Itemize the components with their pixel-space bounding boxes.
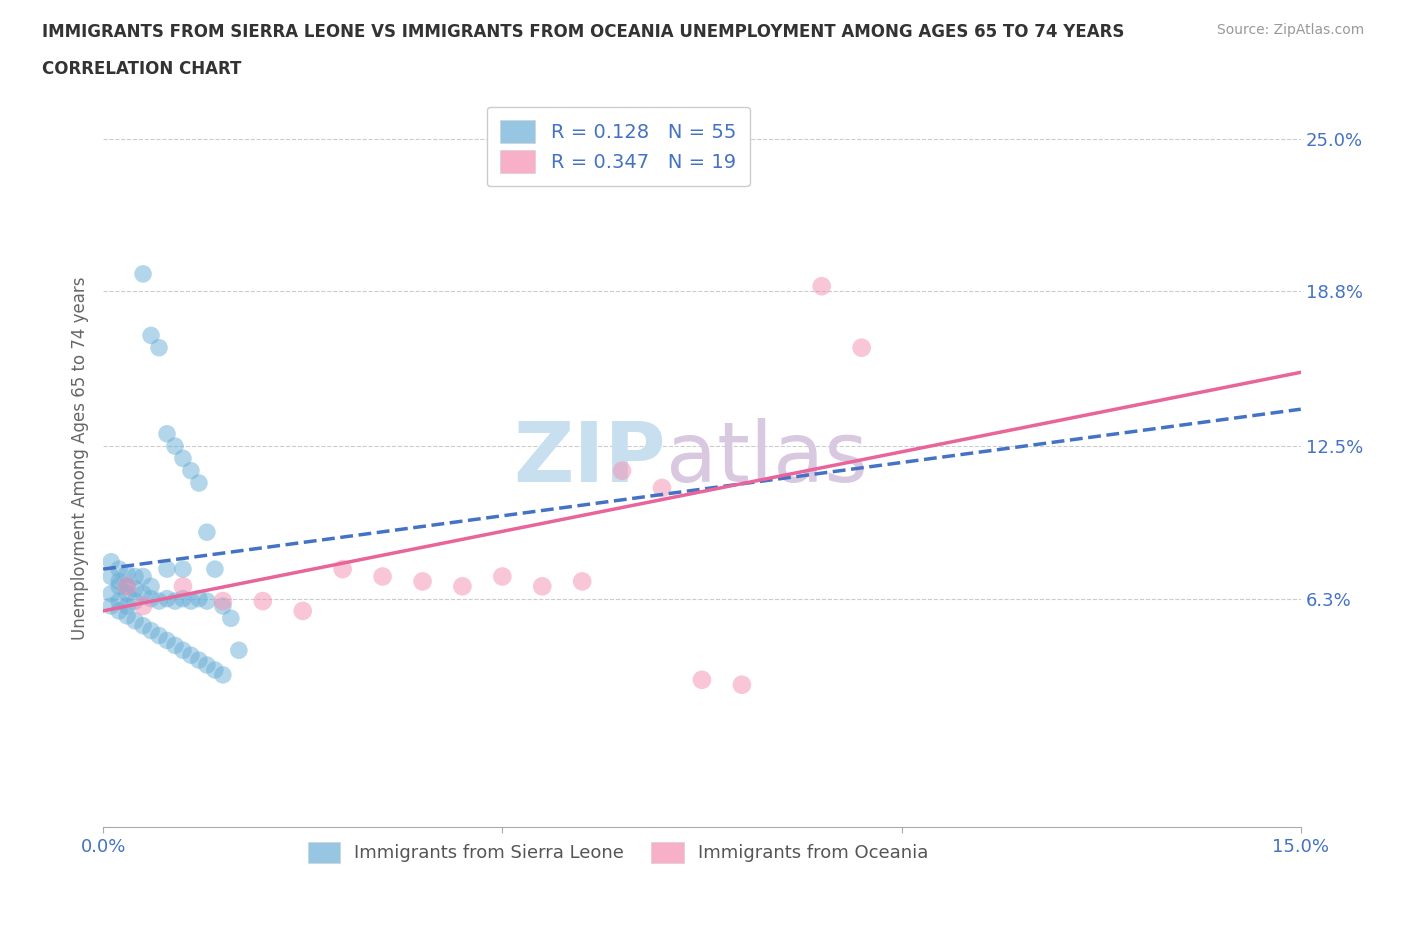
Point (212, 668, 235, 683)
Point (156, 633, 179, 648)
Point (252, 593, 274, 608)
Point (180, 593, 202, 608)
Point (139, 623, 162, 638)
Point (115, 578, 138, 593)
Point (219, 611, 242, 626)
Point (163, 593, 186, 608)
Point (132, 569, 155, 584)
Point (139, 578, 162, 593)
Text: Source: ZipAtlas.com: Source: ZipAtlas.com (1216, 23, 1364, 37)
Point (148, 628, 170, 643)
Point (124, 593, 146, 608)
Point (108, 562, 131, 577)
Point (163, 638, 186, 653)
Point (108, 593, 131, 608)
Point (100, 569, 122, 584)
Point (172, 578, 194, 593)
Point (108, 574, 131, 589)
Point (411, 574, 433, 589)
Y-axis label: Unemployment Among Ages 65 to 74 years: Unemployment Among Ages 65 to 74 years (72, 276, 89, 640)
Point (132, 267, 155, 282)
Point (332, 562, 354, 577)
Point (571, 574, 593, 589)
Point (172, 562, 194, 577)
Text: CORRELATION CHART: CORRELATION CHART (42, 60, 242, 78)
Text: IMMIGRANTS FROM SIERRA LEONE VS IMMIGRANTS FROM OCEANIA UNEMPLOYMENT AMONG AGES : IMMIGRANTS FROM SIERRA LEONE VS IMMIGRAN… (42, 23, 1125, 41)
Text: atlas: atlas (666, 418, 868, 498)
Point (115, 578, 138, 593)
Point (115, 586, 138, 601)
Point (100, 586, 122, 601)
Point (731, 677, 754, 692)
Point (100, 599, 122, 614)
Point (115, 608, 138, 623)
Point (610, 463, 633, 478)
Point (115, 566, 138, 581)
Point (651, 481, 673, 496)
Point (156, 591, 179, 606)
Point (180, 463, 202, 478)
Point (124, 613, 146, 628)
Point (187, 653, 209, 668)
Point (156, 426, 179, 441)
Point (139, 591, 162, 606)
Point (195, 658, 218, 672)
Point (180, 648, 202, 663)
Text: ZIP: ZIP (513, 418, 666, 498)
Point (100, 554, 122, 569)
Point (212, 593, 235, 608)
Point (163, 439, 186, 454)
Point (132, 586, 155, 601)
Point (195, 593, 218, 608)
Point (851, 340, 873, 355)
Point (228, 643, 250, 658)
Point (690, 672, 713, 687)
Point (172, 591, 194, 606)
Point (139, 328, 162, 343)
Point (124, 581, 146, 596)
Point (204, 562, 226, 577)
Point (187, 475, 209, 490)
Point (531, 578, 554, 593)
Point (108, 578, 131, 593)
Point (132, 618, 155, 633)
Point (108, 604, 131, 618)
Point (195, 525, 218, 539)
Point (451, 578, 474, 593)
Point (172, 451, 194, 466)
Point (291, 604, 314, 618)
Point (115, 599, 138, 614)
Point (810, 279, 832, 294)
Point (491, 569, 513, 584)
Point (212, 599, 235, 614)
Point (132, 599, 155, 614)
Point (148, 593, 170, 608)
Point (204, 662, 226, 677)
Point (124, 569, 146, 584)
Point (371, 569, 394, 584)
Point (148, 340, 170, 355)
Point (172, 643, 194, 658)
Legend: Immigrants from Sierra Leone, Immigrants from Oceania: Immigrants from Sierra Leone, Immigrants… (301, 835, 936, 870)
Point (156, 562, 179, 577)
Point (187, 591, 209, 606)
